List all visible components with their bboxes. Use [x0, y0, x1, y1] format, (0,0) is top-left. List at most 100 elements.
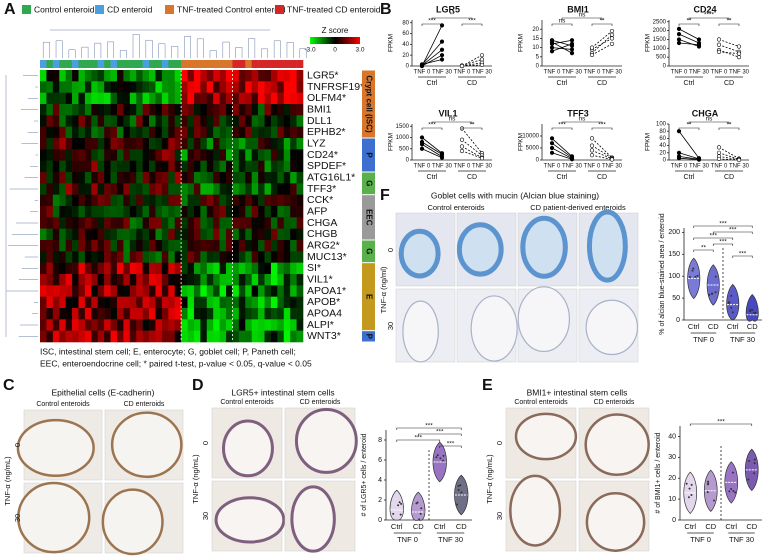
heatmap-cell — [258, 70, 265, 82]
panel-label: A — [4, 1, 16, 18]
heatmap-cell — [59, 115, 66, 127]
heatmap-cell — [59, 262, 66, 275]
heatmap-cell — [258, 308, 265, 320]
heatmap-cell — [226, 126, 233, 139]
heatmap-cell — [46, 92, 54, 105]
heatmap-cell — [283, 285, 291, 297]
heatmap-cell — [110, 194, 118, 207]
heatmap-cell — [174, 217, 182, 229]
heatmap-cell — [40, 92, 47, 105]
sig-label: **** — [704, 12, 715, 19]
legend-label: TNF-treated Control enteroid — [177, 4, 286, 14]
sig-label: *** — [447, 441, 455, 448]
plot-title: LGR5 — [436, 4, 460, 14]
heatmap-cell — [226, 262, 233, 275]
heatmap-cell — [142, 138, 150, 150]
heatmap-cell — [174, 126, 182, 139]
heatmap-cell — [270, 296, 278, 309]
heatmap-cell — [245, 296, 252, 309]
dot — [711, 292, 714, 295]
heatmap-cell — [174, 206, 182, 218]
heatmap-cell — [149, 194, 156, 207]
heatmap-cell — [161, 228, 169, 241]
x-tick-label: CD — [708, 322, 719, 331]
heatmap-cell — [78, 251, 86, 263]
heatmap-cell — [97, 194, 105, 207]
heatmap-cell — [174, 330, 182, 343]
heatmap-cell — [142, 115, 150, 127]
heatmap-cell — [245, 217, 252, 229]
heatmap-cell — [110, 160, 118, 173]
heatmap-cell — [296, 70, 304, 82]
heatmap-cell — [219, 228, 227, 241]
heatmap-cell — [116, 206, 124, 218]
heatmap-cell — [181, 240, 188, 252]
heatmap-cell — [78, 308, 86, 320]
heatmap-cell — [213, 330, 220, 343]
heatmap-cell — [52, 285, 60, 297]
heatmap-cell — [251, 115, 259, 127]
y-tick-label: 0 — [536, 158, 540, 164]
heatmap-cell — [206, 92, 214, 105]
heatmap-cell — [206, 104, 214, 116]
paired-line — [678, 157, 700, 161]
heatmap-cell — [290, 228, 297, 241]
heatmap-cell — [258, 160, 265, 173]
heatmap-cell — [136, 149, 143, 161]
heatmap-cell — [258, 285, 265, 297]
paired-line — [551, 152, 573, 160]
heatmap-cell — [251, 296, 259, 309]
sig-label: ** — [686, 122, 692, 129]
heatmap-cell — [78, 126, 86, 139]
heatmap-cell — [136, 194, 143, 207]
heatmap-cell — [290, 285, 297, 297]
heatmap-cell — [123, 92, 131, 105]
data-point — [419, 146, 425, 151]
gene-label: SI* — [307, 262, 321, 274]
heatmap-cell — [52, 92, 60, 105]
heatmap-cell — [72, 319, 79, 331]
sig-label: ns — [579, 12, 587, 19]
heatmap-cell — [52, 217, 60, 229]
paired-line — [718, 152, 740, 160]
heatmap-cell — [65, 172, 73, 184]
heatmap-cell — [116, 262, 124, 275]
heatmap-cell — [104, 115, 111, 127]
y-axis-label: # of BMI1+ cells / enteroid — [655, 432, 662, 513]
heatmap-cell — [187, 274, 195, 286]
heatmap-cell — [136, 160, 143, 173]
heatmap-cell — [213, 138, 220, 150]
heatmap-cell — [219, 285, 227, 297]
heatmap-cell — [264, 70, 272, 82]
heatmap-cell — [264, 115, 272, 127]
heatmap-cell — [40, 262, 47, 275]
heatmap-cell — [200, 217, 208, 229]
heatmap-cell — [155, 126, 163, 139]
data-point — [569, 47, 575, 52]
heatmap-cell — [238, 138, 246, 150]
sig-label: *** — [719, 221, 727, 228]
heatmap-cell — [277, 194, 285, 207]
heatmap-cell — [104, 70, 111, 82]
cell-type-label: P — [364, 334, 373, 340]
sig-label: ns — [559, 18, 567, 25]
heatmap-cell — [136, 285, 143, 297]
heatmap-cell — [232, 251, 240, 263]
heatmap-cell — [290, 217, 297, 229]
paired-line — [551, 39, 573, 45]
heatmap-cell — [226, 240, 233, 252]
sig-label: *** — [717, 419, 725, 426]
paired-line — [421, 25, 443, 67]
heatmap-cell — [155, 183, 163, 195]
heatmap-cell — [155, 274, 163, 286]
heatmap-cell — [40, 296, 47, 309]
heatmap-cell — [91, 160, 99, 173]
heatmap-cell — [40, 70, 47, 82]
heatmap-cell — [181, 149, 188, 161]
heatmap-cell — [219, 183, 227, 195]
heatmap-cell — [84, 70, 92, 82]
heatmap-cell — [104, 172, 111, 184]
heatmap-cell — [59, 296, 66, 309]
sample-bar — [59, 60, 66, 68]
heatmap-cell — [226, 274, 233, 286]
